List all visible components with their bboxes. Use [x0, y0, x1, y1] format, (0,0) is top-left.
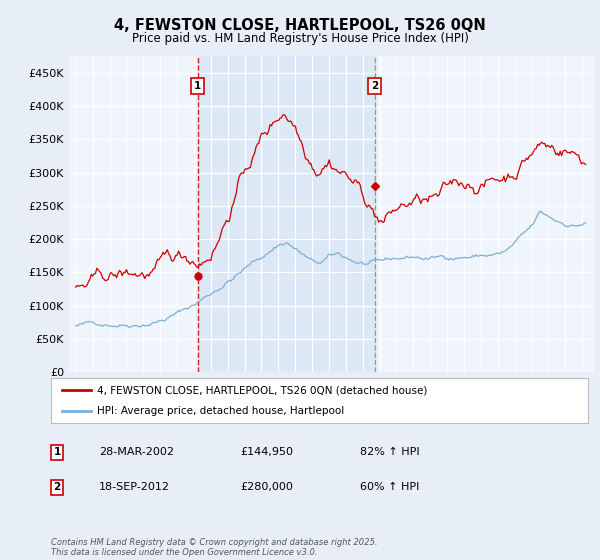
Text: £144,950: £144,950 [240, 447, 293, 458]
Text: 1: 1 [53, 447, 61, 458]
Text: 28-MAR-2002: 28-MAR-2002 [99, 447, 174, 458]
Text: £280,000: £280,000 [240, 482, 293, 492]
Text: 4, FEWSTON CLOSE, HARTLEPOOL, TS26 0QN (detached house): 4, FEWSTON CLOSE, HARTLEPOOL, TS26 0QN (… [97, 385, 427, 395]
Text: 18-SEP-2012: 18-SEP-2012 [99, 482, 170, 492]
Text: HPI: Average price, detached house, Hartlepool: HPI: Average price, detached house, Hart… [97, 405, 344, 416]
Text: 82% ↑ HPI: 82% ↑ HPI [360, 447, 419, 458]
Text: 2: 2 [53, 482, 61, 492]
Bar [198, 56, 375, 372]
Text: 60% ↑ HPI: 60% ↑ HPI [360, 482, 419, 492]
Text: 1: 1 [194, 81, 202, 91]
Text: Price paid vs. HM Land Registry's House Price Index (HPI): Price paid vs. HM Land Registry's House … [131, 32, 469, 45]
Text: 2: 2 [371, 81, 379, 91]
Text: Contains HM Land Registry data © Crown copyright and database right 2025.
This d: Contains HM Land Registry data © Crown c… [51, 538, 377, 557]
Text: 4, FEWSTON CLOSE, HARTLEPOOL, TS26 0QN: 4, FEWSTON CLOSE, HARTLEPOOL, TS26 0QN [114, 18, 486, 34]
